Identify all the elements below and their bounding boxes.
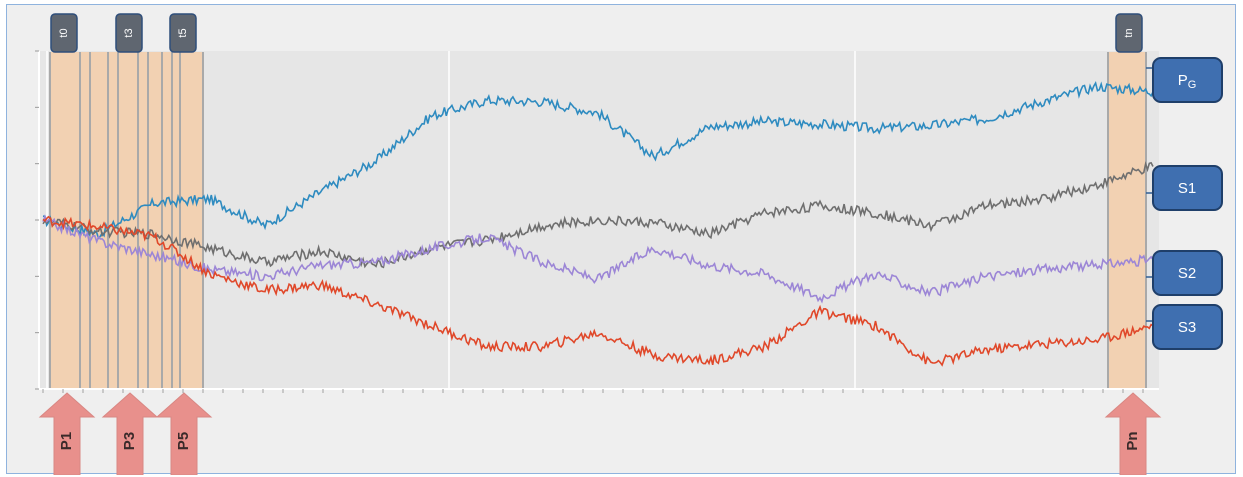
series-end-label: S3 [1178,319,1196,336]
series-line-p-g [42,81,1154,240]
series-line-s3 [42,215,1154,367]
event-label: P5 [175,432,192,450]
series-line-s2 [42,214,1154,304]
checkpoint-label: t0 [58,28,70,37]
checkpoint-label: t5 [177,28,189,37]
series-end-label-subscript: G [1188,79,1197,91]
event-arrow [1104,392,1162,475]
series-line-s1 [42,160,1154,269]
checkpoint-tag [115,13,143,53]
chart-frame: t0 t3 t5 tn P1 P3 P5 Pn PG S1 S2 S3 [6,4,1236,475]
series-end-label-box [1152,57,1223,103]
series-end-label: S2 [1178,265,1196,282]
checkpoint-tag [1115,13,1143,53]
checkpoint-label: t3 [123,28,135,37]
event-arrow [38,392,96,475]
checkpoint-label: tn [1123,28,1135,37]
checkpoint-tag [50,13,78,53]
event-arrow [155,392,213,475]
series-end-label-box [1152,304,1223,350]
event-arrow [101,392,159,475]
series-end-label-box [1152,165,1223,211]
event-label: P1 [58,432,75,450]
event-label: Pn [1124,431,1141,450]
event-label: P3 [121,432,138,450]
series-end-label: S1 [1178,180,1196,197]
series-end-label-box [1152,250,1223,296]
checkpoint-tag [169,13,197,53]
